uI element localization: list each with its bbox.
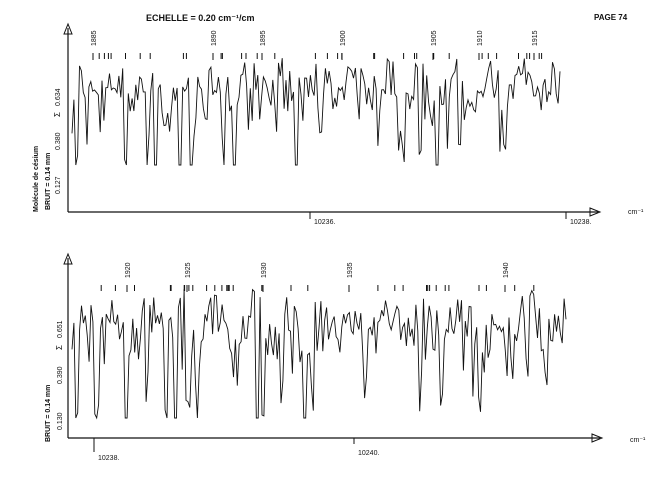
top-y-arrow (63, 22, 73, 35)
molecule-label: Molécule de césium (33, 146, 40, 212)
assignment-label: 1895 (260, 30, 267, 46)
top-ytick-label: 0.127 (55, 176, 62, 194)
bottom-line-markers (100, 285, 535, 291)
bottom-xtick-label: 10238. (98, 455, 119, 462)
assignment-label: 1905 (431, 30, 438, 46)
assignment-label: 1940 (503, 262, 510, 278)
top-ylabel-symbol: Σ (53, 112, 62, 117)
assignment-label: 1900 (340, 30, 347, 46)
assignment-label: 1930 (261, 262, 268, 278)
bottom-noise-label: BRUIT = 0.14 mm (45, 385, 52, 442)
top-line-markers (98, 53, 543, 59)
assignment-label: 1885 (91, 30, 98, 46)
bottom-spectrum-trace (71, 288, 567, 420)
panel-bottom: 0.651 0.390 0.130 Σ BRUIT = 0.14 mm 1023… (45, 252, 646, 462)
page-number: PAGE 74 (594, 13, 628, 22)
bottom-x-arrow (591, 433, 604, 443)
assignment-label: 1935 (347, 262, 354, 278)
bottom-ytick-label: 0.130 (57, 412, 64, 430)
bottom-ylabel-symbol: Σ (55, 345, 64, 350)
top-ytick-label: 0.380 (55, 132, 62, 150)
bottom-ytick-label: 0.390 (57, 366, 64, 384)
assignment-label: 1925 (185, 262, 192, 278)
bottom-y-arrow (63, 252, 73, 265)
top-x-unit: cm⁻¹ (628, 209, 644, 216)
assignment-label: 1915 (532, 30, 539, 46)
bottom-assignments: 1920 1925 1930 1935 1940 (125, 262, 510, 292)
top-noise-label: BRUIT = 0.14 mm (45, 153, 52, 210)
top-spectrum-trace (71, 57, 561, 166)
top-xtick-label: 10236. (314, 219, 335, 226)
assignment-label: 1890 (211, 30, 218, 46)
panel-top: 0.634 0.380 0.127 Σ Molécule de césium B… (33, 22, 644, 226)
top-x-arrow (589, 207, 602, 217)
top-xtick-label: 10238. (570, 219, 591, 226)
bottom-xtick-label: 10240. (358, 450, 379, 457)
assignment-label: 1920 (125, 262, 132, 278)
bottom-x-unit: cm⁻¹ (630, 437, 646, 444)
top-ytick-label: 0.634 (55, 88, 62, 106)
assignment-label: 1910 (477, 30, 484, 46)
scale-label: ECHELLE = 0.20 cm⁻¹/cm (146, 13, 255, 23)
bottom-ytick-label: 0.651 (57, 320, 64, 338)
